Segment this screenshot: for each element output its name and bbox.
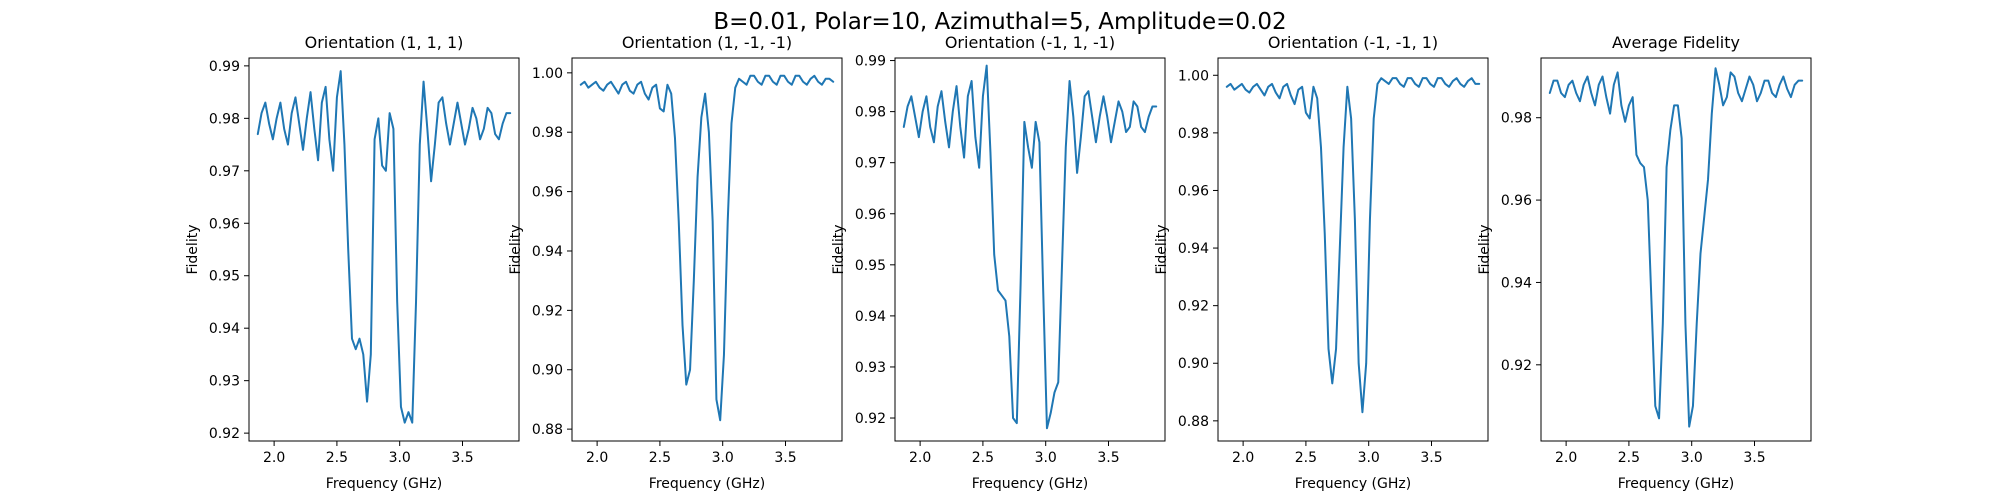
x-tick-label: 2.0 — [586, 450, 608, 466]
x-tick-label: 2.5 — [326, 450, 348, 466]
y-tick-label: 0.98 — [1501, 111, 1532, 127]
x-axis-label: Frequency (GHz) — [326, 476, 442, 492]
x-tick-label: 3.0 — [1681, 450, 1703, 466]
x-tick-label: 3.0 — [1358, 450, 1380, 466]
y-tick-label: 0.99 — [855, 54, 886, 70]
y-tick-label: 0.94 — [1178, 241, 1209, 257]
subplot-2: Orientation (1, -1, -1) 2.0 2.5 3.0 3.5 0.88 0… — [508, 33, 843, 492]
x-tick-label: 3.5 — [774, 450, 796, 466]
y-tick-label: 0.94 — [1501, 275, 1532, 291]
x-tick-label: 3.5 — [1743, 450, 1765, 466]
y-tick-label: 0.94 — [855, 309, 886, 325]
plot-area-frame — [1217, 57, 1489, 442]
fidelity-series-line — [1548, 67, 1804, 428]
y-tick-label: 0.96 — [209, 216, 240, 232]
y-axis-label: Fidelity — [831, 225, 847, 275]
x-tick-label: 2.0 — [1232, 450, 1254, 466]
x-tick-label: 3.0 — [1035, 450, 1057, 466]
y-axis-label: Fidelity — [1477, 225, 1493, 275]
subplot-title: Orientation (-1, -1, 1) — [1268, 33, 1438, 52]
y-tick-label: 0.95 — [855, 258, 886, 274]
subplots: Orientation (1, 1, 1) 2.0 2.5 3.0 3.5 0.92 0.9… — [185, 33, 1812, 492]
subplot-1: Orientation (1, 1, 1) 2.0 2.5 3.0 3.5 0.92 0.9… — [185, 33, 520, 492]
y-tick-label: 0.98 — [1178, 126, 1209, 142]
y-tick-label: 0.92 — [1178, 299, 1209, 315]
x-tick-label: 2.5 — [972, 450, 994, 466]
y-tick-label: 0.92 — [532, 303, 563, 319]
y-tick-label: 0.92 — [1501, 358, 1532, 374]
y-tick-label: 0.99 — [209, 59, 240, 75]
y-axis-label: Fidelity — [508, 225, 524, 275]
y-tick-label: 0.96 — [1501, 193, 1532, 209]
subplot-title: Orientation (-1, 1, -1) — [945, 33, 1115, 52]
y-tick-label: 0.96 — [532, 185, 563, 201]
y-tick-label: 0.95 — [209, 269, 240, 285]
y-tick-label: 0.88 — [1178, 414, 1209, 430]
y-tick-label: 0.94 — [209, 321, 240, 337]
plot-area-frame — [894, 57, 1166, 442]
x-tick-label: 3.0 — [712, 450, 734, 466]
y-tick-label: 1.00 — [1178, 68, 1209, 84]
y-axis-label: Fidelity — [185, 225, 201, 275]
y-tick-label: 1.00 — [532, 66, 563, 82]
fidelity-series-line — [902, 64, 1158, 430]
x-tick-label: 2.5 — [649, 450, 671, 466]
y-axis-label: Fidelity — [1154, 225, 1170, 275]
x-tick-label: 3.5 — [1420, 450, 1442, 466]
y-tick-label: 0.94 — [532, 244, 563, 260]
subplot-title: Orientation (1, -1, -1) — [622, 33, 792, 52]
fidelity-series-line — [256, 70, 512, 424]
x-axis-label: Frequency (GHz) — [649, 476, 765, 492]
x-tick-label: 3.5 — [1097, 450, 1119, 466]
figure-suptitle: B=0.01, Polar=10, Azimuthal=5, Amplitude… — [713, 9, 1286, 35]
subplot-4: Orientation (-1, -1, 1) 2.0 2.5 3.0 3.5 0.88 0… — [1154, 33, 1489, 492]
x-tick-label: 2.0 — [1555, 450, 1577, 466]
fidelity-series-line — [579, 74, 835, 422]
x-tick-label: 2.5 — [1618, 450, 1640, 466]
y-tick-label: 0.92 — [855, 411, 886, 427]
x-tick-label: 2.0 — [909, 450, 931, 466]
y-tick-label: 0.96 — [1178, 183, 1209, 199]
y-tick-label: 0.92 — [209, 426, 240, 442]
x-axis-label: Frequency (GHz) — [1295, 476, 1411, 492]
y-tick-label: 0.97 — [209, 164, 240, 180]
y-tick-label: 0.88 — [532, 422, 563, 438]
x-tick-label: 2.0 — [263, 450, 285, 466]
plot-area-frame — [248, 57, 520, 442]
plot-area-frame — [1540, 57, 1812, 442]
subplot-title: Orientation (1, 1, 1) — [305, 33, 464, 52]
subplot-5: Average Fidelity 2.0 2.5 3.0 3.5 0.92 0.94 0.96… — [1477, 33, 1812, 492]
fidelity-series-line — [1225, 77, 1481, 414]
subplot-title: Average Fidelity — [1612, 33, 1740, 52]
y-tick-label: 0.98 — [855, 105, 886, 121]
x-axis-label: Frequency (GHz) — [972, 476, 1088, 492]
x-tick-label: 3.0 — [389, 450, 411, 466]
plot-area-frame — [571, 57, 843, 442]
y-tick-label: 0.98 — [532, 125, 563, 141]
y-tick-label: 0.93 — [209, 374, 240, 390]
x-axis-label: Frequency (GHz) — [1618, 476, 1734, 492]
subplot-3: Orientation (-1, 1, -1) 2.0 2.5 3.0 3.5 0.92 0… — [831, 33, 1166, 492]
y-tick-label: 0.97 — [855, 156, 886, 172]
y-tick-label: 0.98 — [209, 111, 240, 127]
y-tick-label: 0.96 — [855, 207, 886, 223]
x-tick-label: 2.5 — [1295, 450, 1317, 466]
x-tick-label: 3.5 — [451, 450, 473, 466]
y-tick-label: 0.93 — [855, 360, 886, 376]
y-tick-label: 0.90 — [532, 363, 563, 379]
y-tick-label: 0.90 — [1178, 356, 1209, 372]
